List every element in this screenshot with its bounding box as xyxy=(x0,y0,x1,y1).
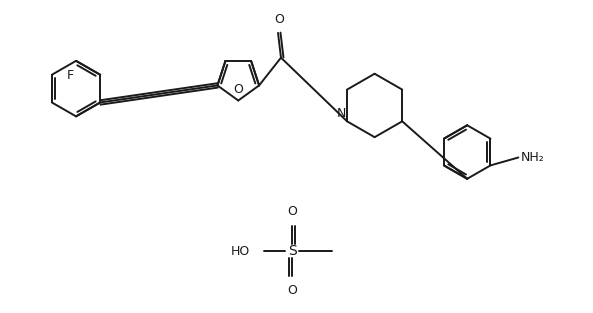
Text: O: O xyxy=(233,83,243,95)
Text: O: O xyxy=(287,284,297,297)
Text: S: S xyxy=(288,244,296,258)
Text: F: F xyxy=(66,69,74,82)
Text: NH₂: NH₂ xyxy=(520,151,544,164)
Text: HO: HO xyxy=(231,245,250,258)
Text: N: N xyxy=(337,107,346,120)
Text: O: O xyxy=(274,13,284,26)
Text: O: O xyxy=(287,205,297,218)
